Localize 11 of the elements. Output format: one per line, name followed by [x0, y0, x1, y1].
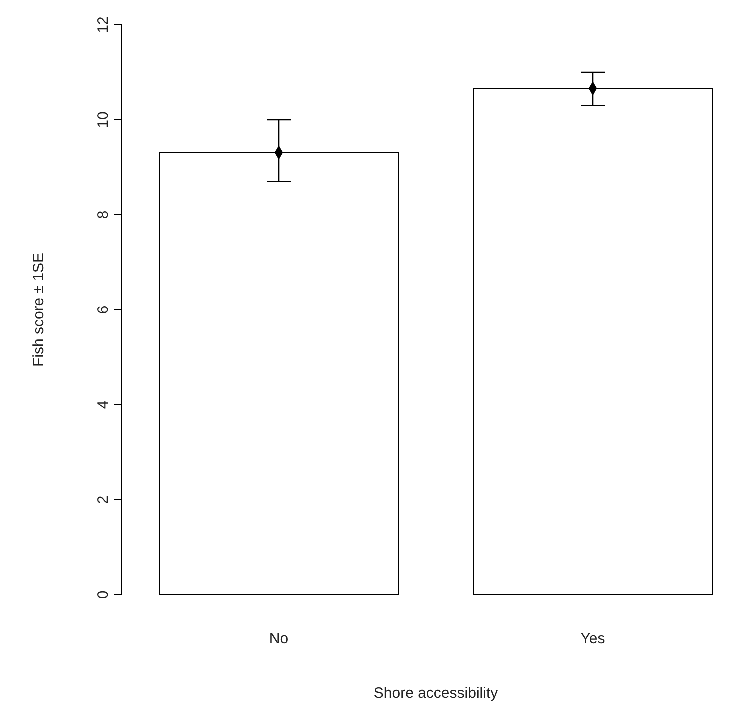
y-tick-label: 0	[95, 590, 112, 600]
y-tick-label: 4	[95, 400, 112, 410]
x-tick-label: No	[269, 630, 289, 648]
y-axis-title: Fish score ± 1SE	[30, 252, 48, 368]
y-tick-label: 6	[95, 306, 112, 314]
x-tick-label: Yes	[580, 630, 606, 648]
y-tick-label: 10	[95, 112, 112, 128]
y-tick-label: 2	[95, 496, 112, 504]
x-axis-title: Shore accessibility	[374, 685, 499, 702]
y-tick-label: 8	[95, 210, 112, 220]
y-tick-label: 12	[95, 16, 112, 34]
